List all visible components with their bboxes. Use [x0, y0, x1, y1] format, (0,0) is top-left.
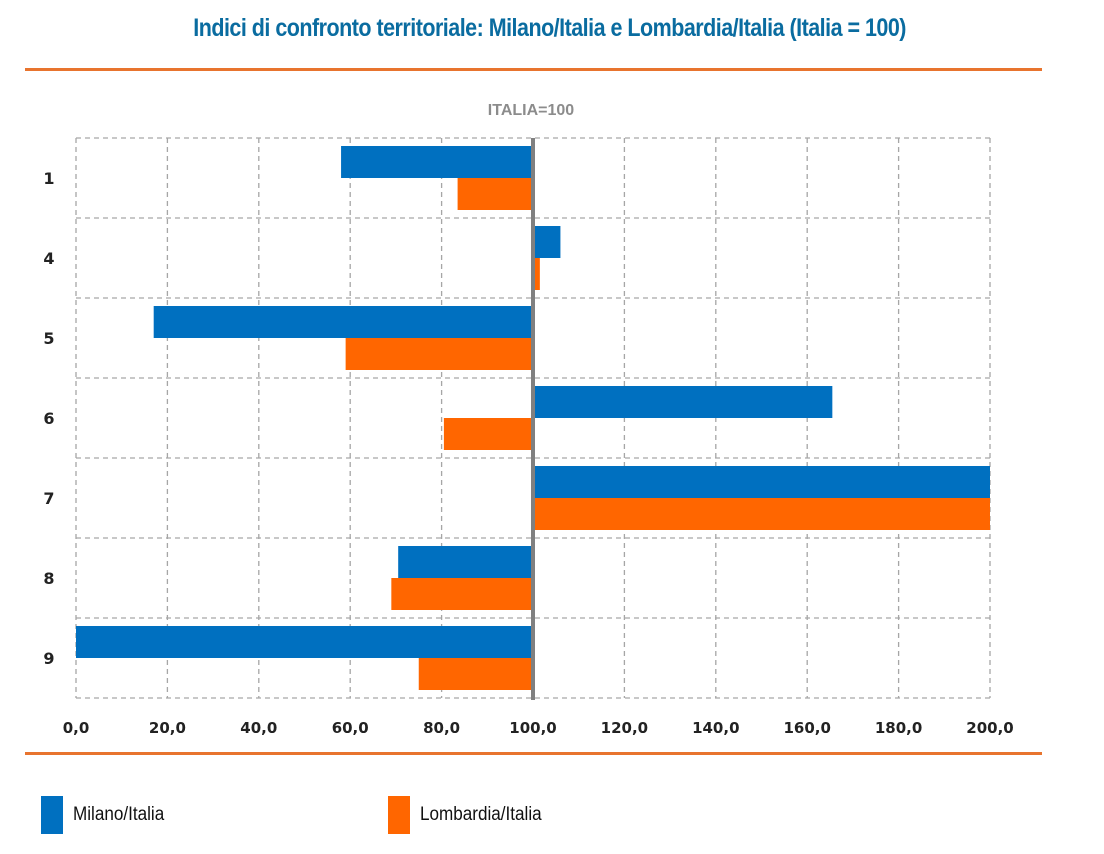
bar-milano-4	[533, 226, 561, 258]
x-tick-label: 80,0	[423, 719, 460, 737]
bar-lombardia-5	[345, 338, 533, 370]
x-axis-labels: 0,0 20,0 40,0 60,0 80,0 100,0 120,0 140,0 160,0 1…	[63, 719, 1014, 737]
x-tick-label: 20,0	[149, 719, 186, 737]
bar-milano-6	[533, 386, 833, 418]
y-tick-label: 1	[43, 169, 54, 188]
legend-swatch-lombardia	[388, 796, 410, 834]
bar-lombardia-6	[443, 418, 533, 450]
x-tick-label: 120,0	[601, 719, 648, 737]
legend-swatch-milano	[41, 796, 63, 834]
y-tick-label: 8	[43, 569, 54, 588]
y-tick-label: 9	[43, 649, 54, 668]
top-divider	[25, 68, 1042, 71]
y-tick-label: 5	[43, 329, 54, 348]
bar-lombardia-7	[533, 498, 990, 530]
legend-label-milano: Milano/Italia	[73, 804, 165, 825]
bar-lombardia-4	[533, 258, 540, 290]
bar-lombardia-8	[391, 578, 533, 610]
x-tick-label: 60,0	[332, 719, 369, 737]
bar-milano-5	[153, 306, 533, 338]
y-tick-label: 7	[43, 489, 54, 508]
y-tick-label: 4	[43, 249, 54, 268]
x-tick-label: 160,0	[783, 719, 830, 737]
page-title: Indici di confronto territoriale: Milano…	[193, 14, 906, 42]
bars	[76, 146, 990, 690]
y-axis-labels: 1 4 5 6 7 8 9	[43, 169, 54, 668]
bar-lombardia-9	[418, 658, 533, 690]
x-tick-label: 100,0	[509, 719, 556, 737]
bar-milano-8	[398, 546, 533, 578]
legend-item-milano: Milano/Italia	[41, 796, 174, 834]
bar-lombardia-1	[457, 178, 533, 210]
x-tick-label: 140,0	[692, 719, 739, 737]
legend-label-lombardia: Lombardia/Italia	[420, 804, 542, 825]
bar-milano-1	[341, 146, 533, 178]
legend-item-lombardia: Lombardia/Italia	[388, 796, 555, 834]
x-tick-label: 180,0	[875, 719, 922, 737]
x-tick-label: 0,0	[63, 719, 90, 737]
bar-milano-9	[76, 626, 533, 658]
x-tick-label: 200,0	[966, 719, 1013, 737]
x-tick-label: 40,0	[240, 719, 277, 737]
chart-subtitle: ITALIA=100	[488, 102, 575, 119]
y-tick-label: 6	[43, 409, 54, 428]
bar-milano-7	[533, 466, 990, 498]
bottom-divider	[25, 752, 1042, 755]
